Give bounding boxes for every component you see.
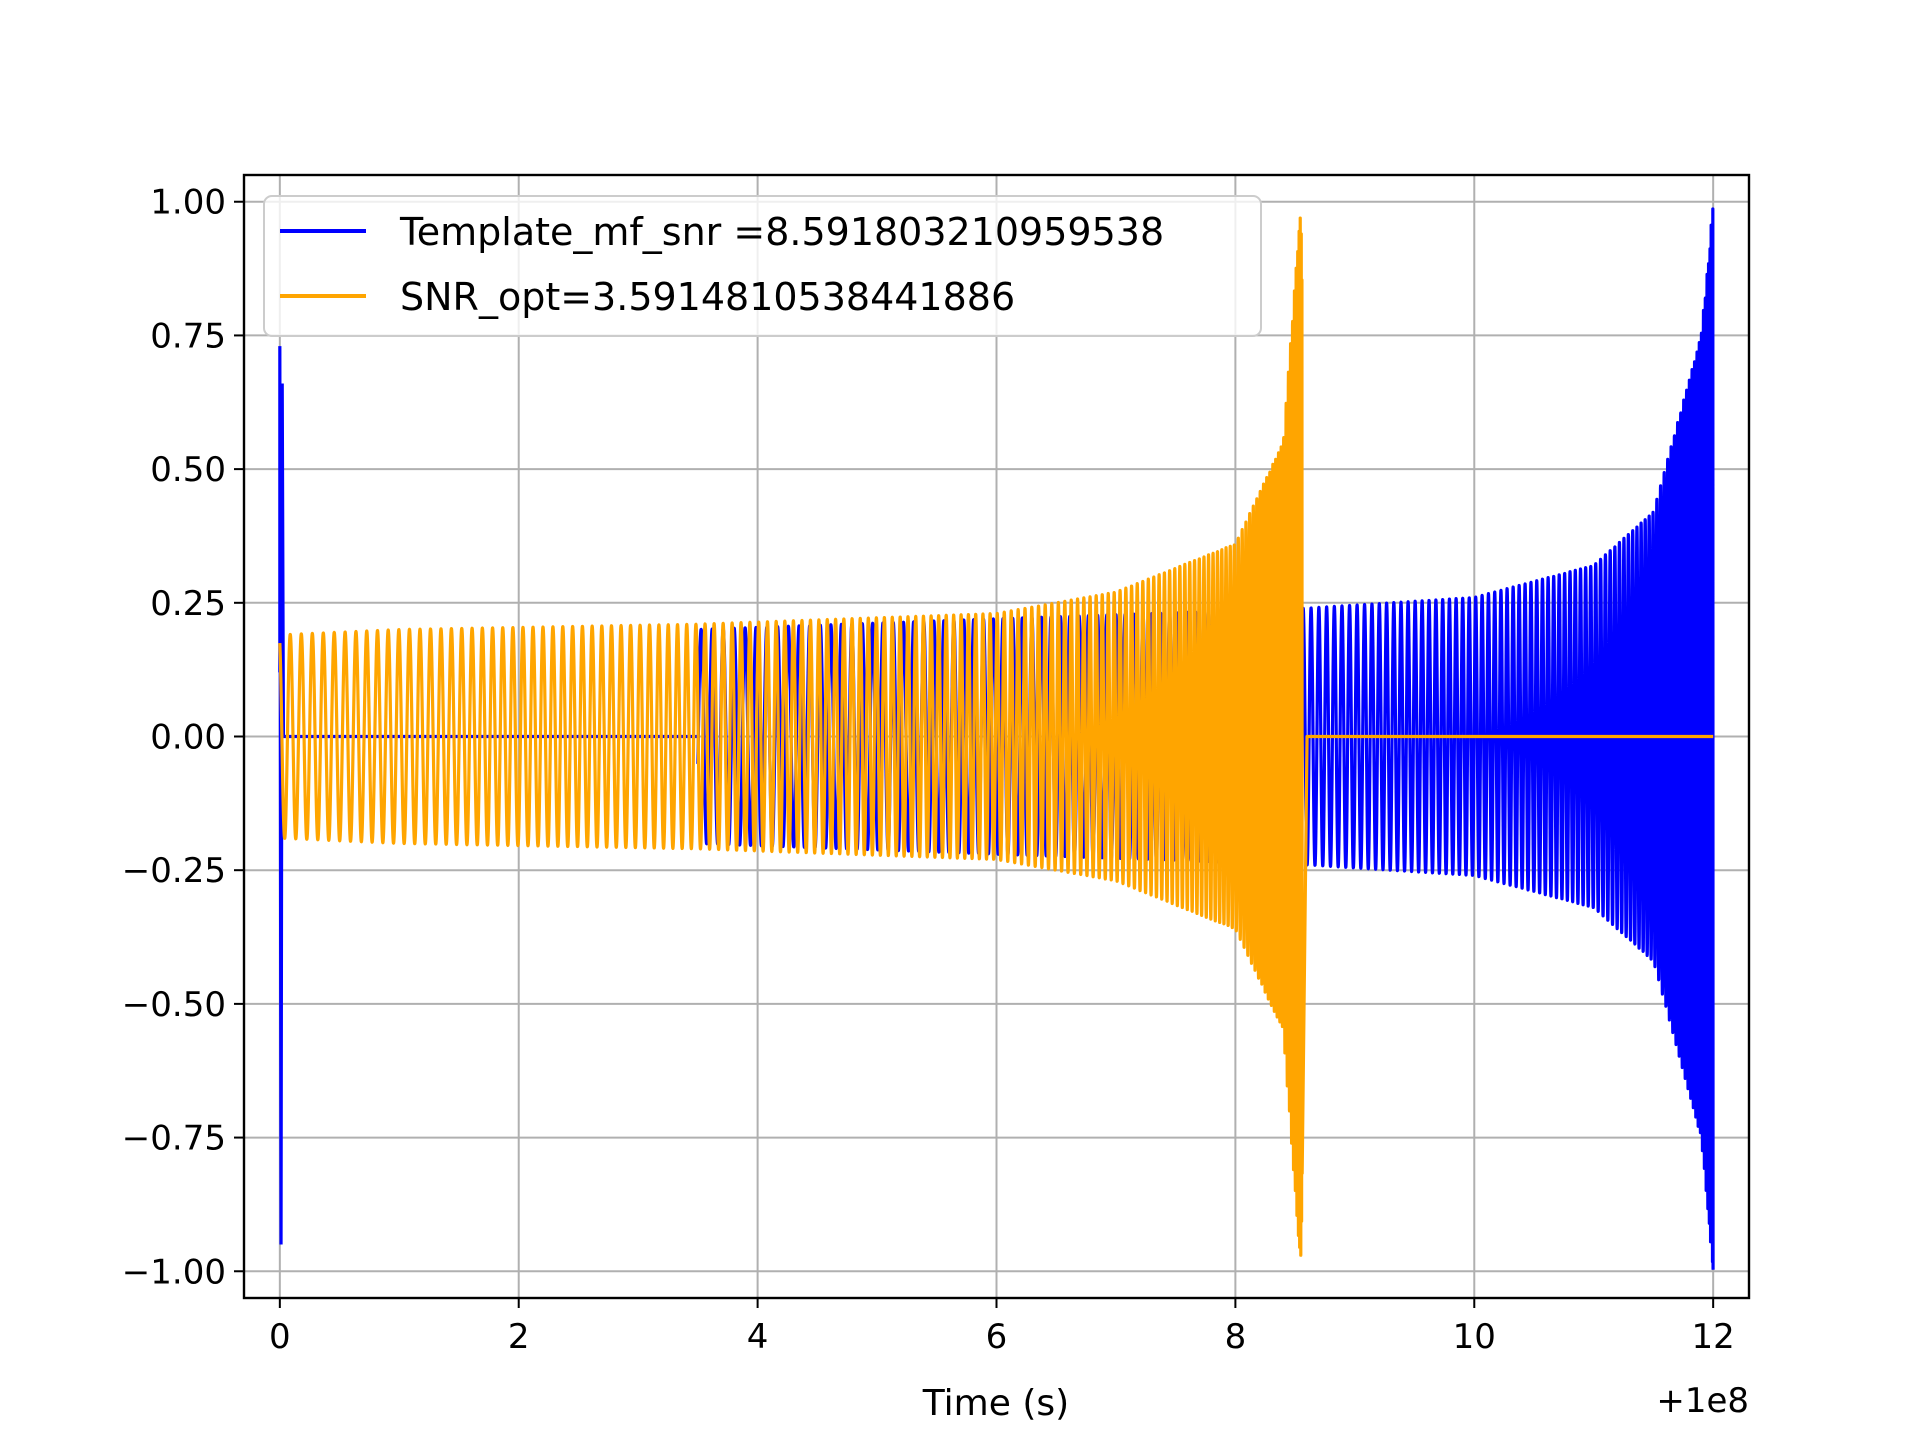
- y-tick-label: 0.75: [150, 316, 226, 356]
- legend-box: [263, 195, 1262, 337]
- series-snr-opt-line: [278, 216, 1714, 1257]
- series-layer: [278, 207, 1715, 1271]
- x-tick-label: 10: [1453, 1317, 1496, 1357]
- y-tick-label: −0.25: [122, 851, 226, 891]
- series-template-spike: [278, 346, 286, 1245]
- x-axis-label: Time (s): [922, 1383, 1069, 1424]
- legend-label-snr-opt: SNR_opt=3.5914810538441886: [400, 275, 1015, 319]
- x-tick-label: 8: [1225, 1317, 1247, 1357]
- x-offset-label: +1e8: [1656, 1381, 1749, 1421]
- y-tick-label: 0.00: [150, 718, 226, 758]
- y-tick-label: 0.25: [150, 584, 226, 624]
- x-tick-label: 0: [269, 1317, 291, 1357]
- y-tick-label: −1.00: [122, 1252, 226, 1292]
- y-tick-label: 0.50: [150, 450, 226, 490]
- x-tick-label: 6: [986, 1317, 1008, 1357]
- x-tick-label: 2: [508, 1317, 530, 1357]
- x-tick-label: 4: [747, 1317, 769, 1357]
- x-tick-label: 12: [1692, 1317, 1735, 1357]
- y-tick-label: −0.75: [122, 1119, 226, 1159]
- ticks: 0 2 4 6 8 10 12 1.00 0.75 0.50 0.25 0.00 −0.25 −0.50 −…: [122, 183, 1735, 1357]
- y-tick-label: 1.00: [150, 183, 226, 223]
- y-tick-label: −0.50: [122, 985, 226, 1025]
- legend-label-template: Template_mf_snr =8.591803210959538: [399, 210, 1164, 254]
- legend: Template_mf_snr =8.591803210959538 SNR_o…: [263, 195, 1262, 337]
